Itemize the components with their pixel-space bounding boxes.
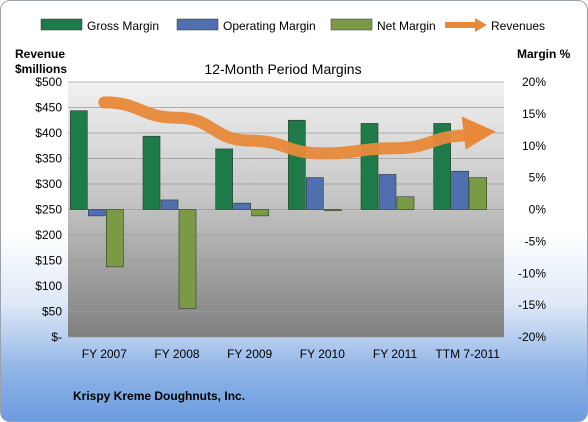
legend-swatch	[40, 18, 83, 31]
legend-label: Gross Margin	[87, 19, 159, 33]
legend-swatch	[330, 18, 373, 31]
chart-title: 12-Month Period Margins	[204, 61, 361, 77]
bar-net-margin	[396, 196, 415, 210]
bar-operating-margin	[451, 170, 469, 210]
left-tick-label: $250	[35, 203, 62, 217]
left-tick-label: $500	[35, 75, 62, 89]
legend-swatch	[176, 18, 219, 31]
left-tick-label: $400	[35, 126, 62, 140]
bar-net-margin	[106, 209, 124, 268]
right-tick-label: -15%	[518, 298, 546, 312]
right-tick-label: -10%	[518, 266, 546, 280]
x-tick-label: FY 2007	[82, 347, 127, 361]
bar-gross-margin	[70, 110, 88, 210]
legend-label: Operating Margin	[223, 19, 316, 33]
left-tick-label: $-	[51, 330, 62, 344]
revenues-arrowhead	[461, 116, 496, 150]
bar-net-margin	[178, 209, 197, 309]
right-tick-label: 20%	[522, 75, 546, 89]
left-tick-label: $100	[35, 279, 62, 293]
bar-operating-margin	[233, 202, 251, 210]
left-axis-label: Revenue	[15, 47, 65, 61]
left-axis-label-units: $millions	[15, 62, 67, 76]
right-tick-label: -5%	[525, 234, 547, 248]
left-tick-label: $150	[35, 254, 62, 268]
left-tick-label: $450	[35, 101, 62, 115]
revenues-line	[98, 96, 474, 160]
legend-label: Net Margin	[377, 19, 436, 33]
bar-gross-margin	[142, 135, 161, 210]
left-tick-label: $300	[35, 177, 62, 191]
right-tick-label: 10%	[522, 139, 546, 153]
bar-operating-margin	[88, 209, 106, 217]
bar-gross-margin	[215, 148, 233, 210]
right-axis-label: Margin %	[517, 47, 571, 61]
x-tick-label: FY 2010	[300, 347, 345, 361]
left-tick-label: $200	[35, 228, 62, 242]
bar-gross-margin	[360, 123, 379, 210]
legend-label: Revenues	[491, 19, 545, 33]
legend-arrow-revenues	[475, 18, 487, 32]
right-tick-label: -20%	[518, 330, 546, 344]
bar-net-margin	[469, 177, 487, 210]
x-tick-label: FY 2011	[373, 347, 418, 361]
bar-net-margin	[251, 209, 269, 217]
bar-operating-margin	[160, 199, 179, 210]
bar-operating-margin	[378, 174, 397, 210]
x-tick-label: TTM 7-2011	[435, 347, 500, 361]
x-tick-label: FY 2009	[227, 347, 272, 361]
right-tick-label: 0%	[529, 203, 547, 217]
left-tick-label: $350	[35, 152, 62, 166]
right-tick-label: 5%	[529, 171, 547, 185]
right-tick-label: 15%	[522, 107, 546, 121]
bar-net-margin	[324, 209, 342, 212]
bar-operating-margin	[306, 177, 324, 210]
x-tick-label: FY 2008	[154, 347, 199, 361]
company-name: Krispy Kreme Doughnuts, Inc.	[73, 389, 246, 403]
left-tick-label: $50	[42, 305, 62, 319]
bar-gross-margin	[288, 119, 306, 210]
